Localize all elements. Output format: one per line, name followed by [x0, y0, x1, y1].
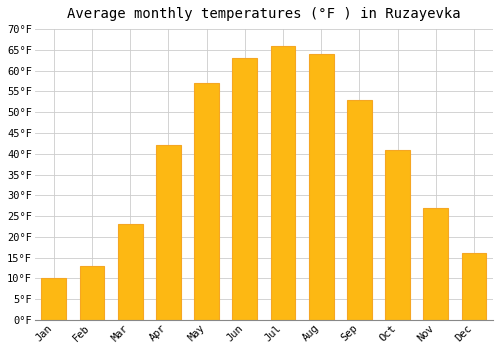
- Bar: [42, 278, 66, 320]
- Bar: [118, 224, 142, 320]
- Bar: [424, 208, 448, 320]
- Bar: [270, 46, 295, 320]
- Bar: [156, 145, 181, 320]
- Bar: [385, 149, 410, 320]
- Bar: [309, 54, 334, 320]
- Bar: [347, 100, 372, 320]
- Title: Average monthly temperatures (°F ) in Ruzayevka: Average monthly temperatures (°F ) in Ru…: [67, 7, 460, 21]
- Bar: [194, 83, 219, 320]
- Bar: [80, 266, 104, 320]
- Bar: [462, 253, 486, 320]
- Bar: [232, 58, 257, 320]
